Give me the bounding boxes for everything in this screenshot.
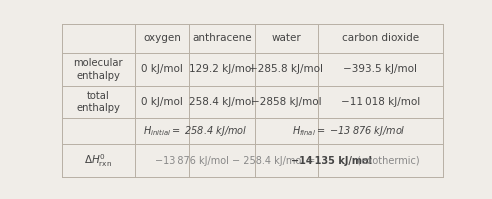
Text: total
enthalpy: total enthalpy <box>76 91 120 113</box>
Text: molecular
enthalpy: molecular enthalpy <box>73 58 123 81</box>
Text: anthracene: anthracene <box>192 33 252 43</box>
Text: −11 018 kJ/mol: −11 018 kJ/mol <box>340 97 420 107</box>
Text: −14 135 kJ/mol: −14 135 kJ/mol <box>291 156 372 166</box>
Text: water: water <box>272 33 301 43</box>
Text: −2858 kJ/mol: −2858 kJ/mol <box>251 97 322 107</box>
Text: oxygen: oxygen <box>143 33 181 43</box>
Text: $\Delta H^0_{\rm rxn}$: $\Delta H^0_{\rm rxn}$ <box>84 152 112 169</box>
Text: $H_{\mathit{final}}$ =  −13 876 kJ/mol: $H_{\mathit{final}}$ = −13 876 kJ/mol <box>292 124 405 138</box>
Text: (exothermic): (exothermic) <box>354 156 420 166</box>
Text: 129.2 kJ/mol: 129.2 kJ/mol <box>189 64 255 74</box>
Text: −285.8 kJ/mol: −285.8 kJ/mol <box>249 64 323 74</box>
Text: 258.4 kJ/mol: 258.4 kJ/mol <box>189 97 255 107</box>
Text: −13 876 kJ/mol − 258.4 kJ/mol =: −13 876 kJ/mol − 258.4 kJ/mol = <box>155 156 319 166</box>
Text: 0 kJ/mol: 0 kJ/mol <box>141 97 183 107</box>
Text: 0 kJ/mol: 0 kJ/mol <box>141 64 183 74</box>
Text: −393.5 kJ/mol: −393.5 kJ/mol <box>343 64 417 74</box>
Text: carbon dioxide: carbon dioxide <box>342 33 419 43</box>
Text: $H_{\mathit{initial}}$ =  258.4 kJ/mol: $H_{\mathit{initial}}$ = 258.4 kJ/mol <box>143 124 247 138</box>
